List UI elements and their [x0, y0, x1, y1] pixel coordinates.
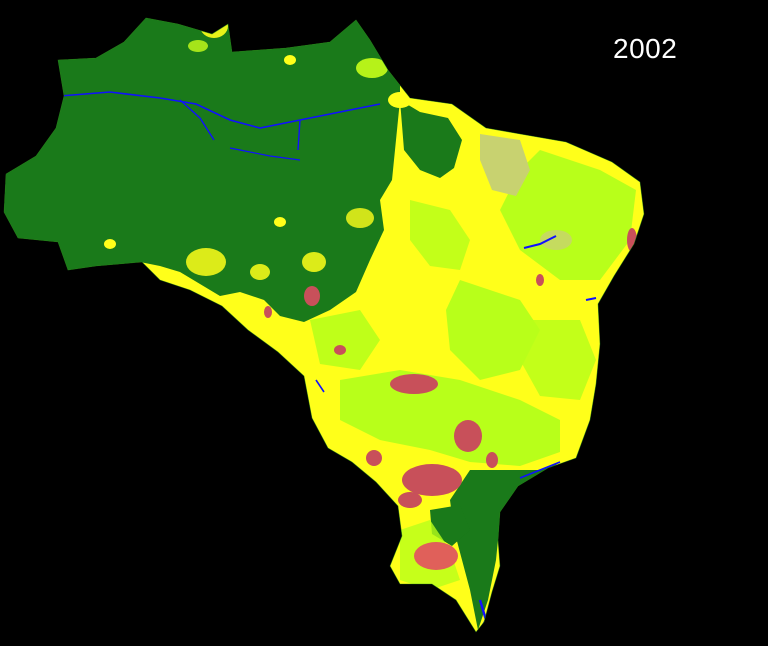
river	[585, 297, 597, 301]
agriculture-patch	[264, 306, 272, 318]
agriculture-patch	[414, 542, 458, 570]
grassland-region	[446, 280, 540, 380]
grassland-region	[500, 150, 636, 280]
savanna-patch	[186, 248, 226, 276]
grassland-region	[410, 200, 470, 270]
savanna-patch	[274, 217, 286, 227]
river	[297, 119, 301, 151]
savanna-patch	[284, 55, 296, 65]
agriculture-patch	[334, 345, 346, 355]
grassland-region	[340, 370, 560, 466]
savanna-patch	[346, 208, 374, 228]
agriculture-patch	[454, 420, 482, 452]
agriculture-patch	[366, 450, 382, 466]
agriculture-patch	[536, 274, 544, 286]
river	[519, 461, 561, 479]
river	[229, 147, 301, 161]
agriculture-patch	[398, 492, 422, 508]
savanna-patch	[188, 40, 208, 52]
year-label: 2002	[613, 33, 678, 64]
mixed-patch	[540, 230, 572, 250]
agriculture-patch	[390, 374, 438, 394]
savanna-patch	[250, 264, 270, 280]
savanna-patch	[388, 92, 412, 108]
river	[59, 91, 381, 129]
grassland-region	[520, 320, 596, 400]
agriculture-patch	[486, 452, 498, 468]
mixed-region	[480, 134, 530, 196]
agriculture-patch	[402, 464, 462, 496]
country-outline	[3, 17, 645, 633]
river	[523, 235, 557, 249]
forest-region	[450, 462, 560, 630]
agriculture-patch	[304, 286, 320, 306]
river	[179, 99, 215, 141]
forest-region	[400, 100, 462, 178]
savanna-patch	[302, 252, 326, 272]
river	[315, 379, 325, 393]
savanna-patch	[104, 239, 116, 249]
savanna-patch	[200, 18, 228, 38]
savanna-patch	[356, 58, 388, 78]
grassland-region	[310, 310, 380, 370]
forest-region	[4, 18, 400, 322]
